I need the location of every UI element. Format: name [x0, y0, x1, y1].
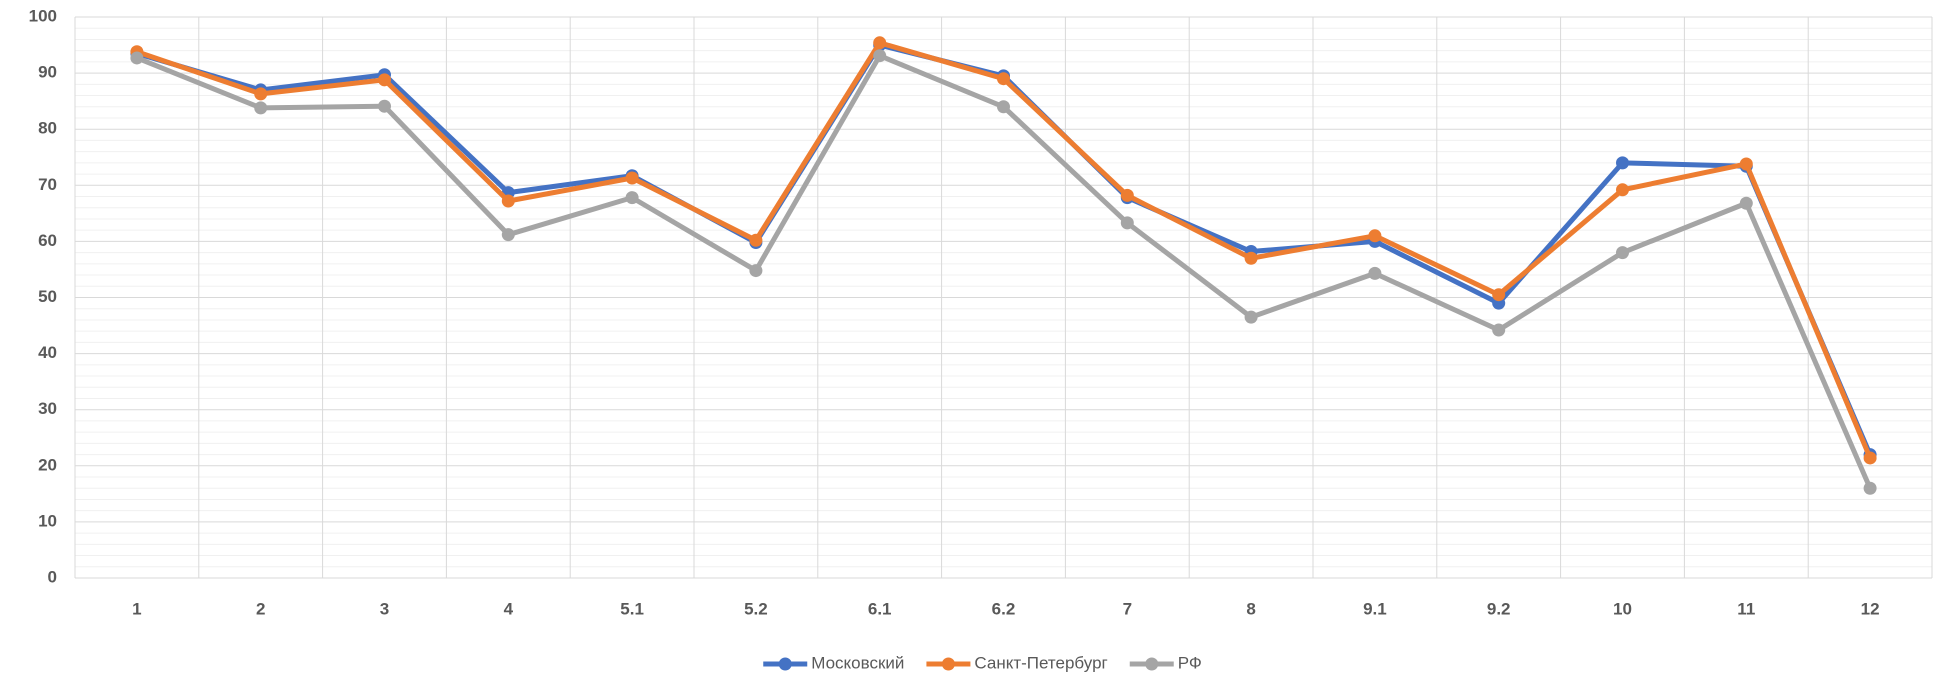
legend-marker	[778, 657, 792, 671]
x-tick-label: 4	[504, 599, 514, 618]
data-point	[873, 36, 887, 50]
data-point	[625, 171, 639, 185]
data-point	[1739, 196, 1753, 210]
data-point	[254, 101, 268, 115]
data-point	[1368, 266, 1382, 280]
data-point	[1616, 246, 1629, 260]
legend-marker	[1145, 657, 1159, 671]
data-point	[625, 191, 639, 205]
data-point	[378, 99, 391, 113]
y-tick-label: 0	[48, 567, 57, 586]
series-line	[135, 53, 1873, 490]
x-tick-label: 9.2	[1487, 599, 1511, 618]
x-tick-label: 2	[256, 599, 265, 618]
x-tick-label: 5.1	[620, 599, 644, 618]
y-tick-label: 40	[38, 343, 57, 362]
y-tick-label: 90	[38, 63, 57, 82]
legend-label: РФ	[1178, 653, 1202, 672]
data-point	[749, 264, 763, 278]
data-point	[1616, 156, 1629, 170]
data-point	[1863, 451, 1877, 465]
y-tick-label: 80	[38, 119, 57, 138]
y-tick-label: 10	[38, 511, 57, 530]
data-point	[1739, 157, 1753, 171]
data-point	[1120, 216, 1134, 230]
y-tick-label: 100	[29, 6, 57, 25]
x-tick-label: 5.2	[744, 599, 768, 618]
x-tick-label: 9.1	[1363, 599, 1387, 618]
y-tick-label: 30	[38, 399, 57, 418]
data-point	[873, 49, 887, 63]
data-point	[1492, 323, 1506, 337]
data-point	[254, 87, 268, 101]
data-point	[1616, 183, 1629, 197]
legend-marker	[941, 657, 955, 671]
data-point	[1368, 229, 1382, 243]
x-tick-label: 7	[1123, 599, 1132, 618]
x-tick-label: 1	[132, 599, 141, 618]
data-point	[997, 72, 1010, 86]
data-point	[1244, 251, 1258, 265]
y-tick-label: 60	[38, 231, 57, 250]
data-point	[1244, 310, 1258, 324]
x-tick-label: 11	[1737, 599, 1755, 618]
y-tick-label: 20	[38, 455, 57, 474]
x-tick-label: 10	[1613, 599, 1632, 618]
x-tick-label: 12	[1861, 599, 1880, 618]
y-tick-label: 50	[38, 287, 57, 306]
y-tick-label: 70	[38, 175, 57, 194]
data-point	[997, 100, 1010, 114]
x-tick-label: 8	[1246, 599, 1255, 618]
data-point	[378, 73, 391, 87]
data-point	[749, 233, 763, 247]
data-point	[130, 51, 144, 65]
data-point	[501, 194, 515, 208]
x-tick-label: 3	[380, 599, 389, 618]
data-point	[501, 228, 515, 242]
x-tick-label: 6.1	[868, 599, 892, 618]
legend-label: Московский	[811, 653, 904, 672]
x-tick-label: 6.2	[992, 599, 1016, 618]
data-point	[1120, 188, 1134, 202]
data-point	[1863, 481, 1877, 495]
legend-label: Санкт-Петербург	[974, 653, 1107, 672]
data-point	[1492, 288, 1506, 302]
